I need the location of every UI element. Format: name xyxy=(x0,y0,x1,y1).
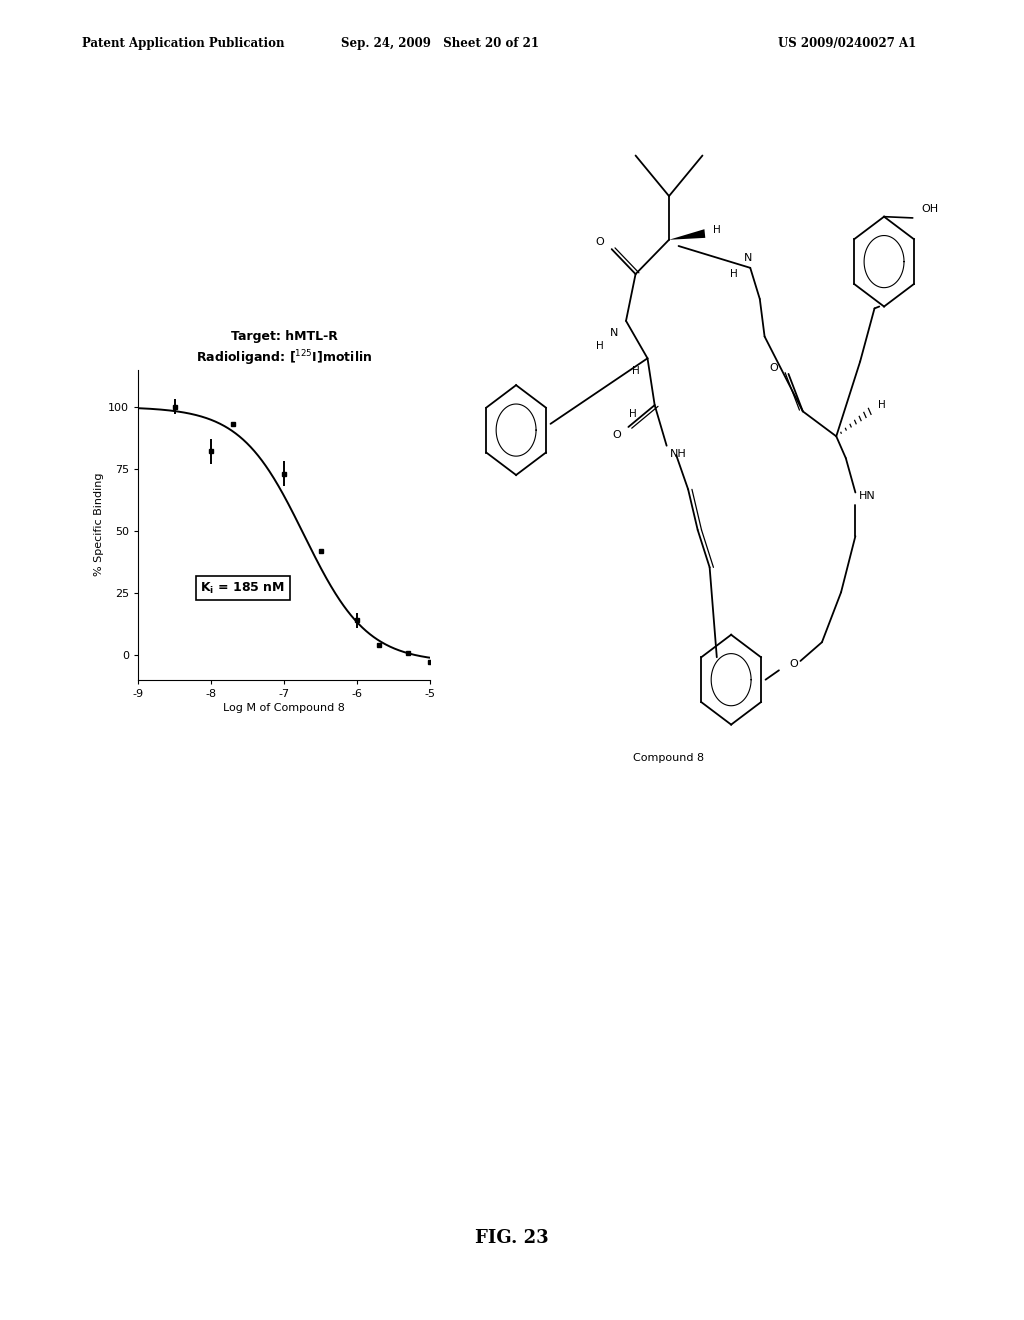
Text: H: H xyxy=(730,269,737,279)
Text: Compound 8: Compound 8 xyxy=(634,752,705,763)
Text: N: N xyxy=(743,253,752,264)
Text: H: H xyxy=(632,366,639,376)
Text: HN: HN xyxy=(859,491,876,500)
Text: N: N xyxy=(610,329,618,338)
Text: Sep. 24, 2009   Sheet 20 of 21: Sep. 24, 2009 Sheet 20 of 21 xyxy=(341,37,540,50)
Text: O: O xyxy=(612,430,621,440)
Text: O: O xyxy=(770,363,778,372)
Text: FIG. 23: FIG. 23 xyxy=(475,1229,549,1247)
Text: H: H xyxy=(878,400,886,411)
Text: OH: OH xyxy=(921,203,938,214)
Title: Target: hMTL-R
Radioligand: [$^{125}$I]motilin: Target: hMTL-R Radioligand: [$^{125}$I]m… xyxy=(196,330,373,368)
Polygon shape xyxy=(669,230,706,240)
Text: NH: NH xyxy=(670,449,687,459)
Y-axis label: % Specific Binding: % Specific Binding xyxy=(94,473,104,577)
Text: US 2009/0240027 A1: US 2009/0240027 A1 xyxy=(778,37,916,50)
Text: H: H xyxy=(596,341,603,351)
X-axis label: Log M of Compound 8: Log M of Compound 8 xyxy=(223,704,345,713)
Text: $\mathbf{K_i}$ = 185 nM: $\mathbf{K_i}$ = 185 nM xyxy=(201,581,286,595)
Text: O: O xyxy=(595,236,604,247)
Text: H: H xyxy=(630,409,637,420)
Text: O: O xyxy=(788,659,798,669)
Text: Patent Application Publication: Patent Application Publication xyxy=(82,37,285,50)
Text: H: H xyxy=(713,226,721,235)
